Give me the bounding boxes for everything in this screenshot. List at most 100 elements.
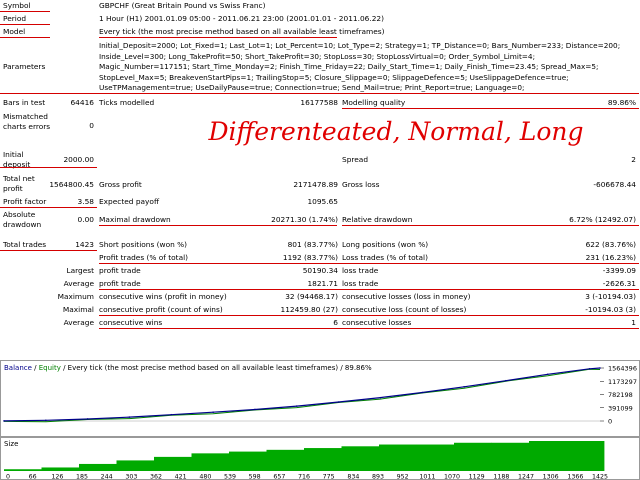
balance-series-line [3, 367, 601, 422]
maximal-profit-label: consecutive profit (count of wins) [99, 305, 223, 314]
maximum-label: Maximum [57, 292, 94, 301]
balance-chart: Balance / Equity / Every tick (the most … [0, 360, 640, 437]
size-xtick-label: 1306 [543, 474, 559, 480]
size-xtick-label: 185 [76, 474, 88, 480]
size-xtick-label: 657 [273, 474, 285, 480]
quality-value: 89.86% [607, 98, 636, 107]
net-profit-value: 1564800.45 [49, 180, 94, 189]
abs-drawdown-value: 0.00 [77, 215, 94, 224]
loss-trades-value: 231 (16.23%) [585, 253, 636, 262]
equity-legend: Equity [39, 364, 61, 372]
bars-label: Bars in test [3, 98, 46, 107]
profit-trades-value: 1192 (83.77%) [282, 253, 338, 262]
size-xtick-label: 598 [249, 474, 261, 480]
size-bar [416, 444, 455, 471]
abs-drawdown-label: Absolute drawdown [3, 210, 42, 229]
size-bar [566, 441, 605, 471]
average-loss-label: loss trade [342, 279, 379, 288]
initial-deposit-label: Initial deposit [3, 150, 31, 169]
size-bar [154, 456, 192, 471]
equity-series-line [3, 368, 601, 423]
model-underline [0, 37, 50, 38]
profit-trades-underline [99, 263, 639, 264]
rel-drawdown-underline [342, 225, 639, 226]
period-label: Period [3, 14, 27, 23]
maximal-label: Maximal [62, 305, 94, 314]
balance-point [337, 401, 340, 403]
short-pos-value: 801 (83.77%) [287, 240, 338, 249]
model-label: Model [3, 27, 26, 36]
size-xtick-label: 1129 [469, 474, 485, 480]
parameters-line: Initial_Deposit=2000; Lot_Fixed=1; Last_… [99, 41, 621, 50]
parameters-underline [0, 93, 639, 94]
balance-point [3, 420, 5, 422]
balance-point [379, 396, 382, 399]
balance-legend: Balance [4, 364, 32, 372]
total-trades-underline [0, 250, 97, 251]
mismatched-label: Mismatched charts errors [3, 112, 51, 131]
rel-drawdown-value: 6.72% (12492.07) [569, 215, 636, 224]
size-bar [4, 469, 42, 471]
size-bar [191, 453, 230, 471]
mismatched-value: 0 [89, 121, 94, 130]
parameters-label: Parameters [3, 62, 46, 71]
legend-separator: / [32, 364, 39, 372]
max-cons-wins-label: consecutive wins (profit in money) [99, 292, 227, 301]
total-trades-value: 1423 [75, 240, 94, 249]
size-xtick-label: 834 [347, 474, 359, 480]
size-xtick-label: 716 [298, 474, 310, 480]
chart-header-description: / Every tick (the most precise method ba… [61, 364, 372, 372]
balance-point [421, 391, 424, 394]
quality-underline [342, 108, 639, 109]
balance-point [588, 368, 591, 370]
size-xtick-label: 539 [224, 474, 236, 480]
profit-trades-label: Profit trades (% of total) [99, 253, 189, 262]
initial-deposit-underline [0, 167, 97, 168]
avg-cons-wins-label: consecutive wins [99, 318, 163, 327]
balance-point [128, 416, 131, 418]
size-xtick-label: 1011 [419, 474, 435, 480]
parameters-line: Magic_Number=117151; Start_Time_Monday=2… [99, 62, 599, 71]
size-xtick-label: 952 [397, 474, 409, 480]
long-pos-label: Long positions (won %) [342, 240, 429, 249]
profit-factor-value: 3.58 [77, 197, 94, 206]
model-value-underline [99, 37, 337, 38]
parameters-line: Inside_Level=300; Long_TakeProfit=50; Sh… [99, 51, 536, 61]
size-bar [341, 446, 380, 471]
size-xtick-label: 362 [150, 474, 162, 480]
profit-factor-label: Profit factor [3, 197, 47, 206]
loss-trades-label: Loss trades (% of total) [342, 253, 428, 262]
symbol-value: GBPCHF (Great Britain Pound vs Swiss Fra… [99, 1, 266, 10]
size-bar [304, 448, 342, 471]
max-cons-wins-value: 32 (94468.17) [285, 292, 338, 301]
average2-label: Average [63, 318, 94, 327]
size-xtick-label: 1070 [444, 474, 460, 480]
maximal-underline [99, 315, 639, 316]
size-xtick-label: 66 [29, 474, 37, 480]
max-drawdown-value: 20271.30 (1.74%) [271, 215, 338, 224]
balance-ytick-label: 0 [608, 418, 612, 426]
balance-point [254, 408, 256, 411]
average-loss-value: -2626.31 [602, 279, 636, 288]
net-profit-label: Total net profit [3, 174, 35, 193]
size-xtick-label: 893 [372, 474, 384, 480]
size-xtick-label: 303 [125, 474, 137, 480]
avg-cons-losses-value: 1 [631, 318, 636, 327]
size-xtick-label: 1188 [493, 474, 509, 480]
profit-factor-underline [0, 207, 97, 208]
quality-label: Modelling quality [342, 98, 406, 107]
balance-point [505, 379, 507, 382]
largest-loss-value: -3399.09 [602, 266, 636, 275]
balance-point [463, 385, 465, 388]
long-pos-value: 622 (83.76%) [585, 240, 636, 249]
max-cons-losses-label: consecutive losses (loss in money) [342, 292, 471, 301]
size-xtick-label: 480 [199, 474, 211, 480]
balance-point [86, 418, 89, 420]
size-bar [116, 460, 155, 471]
gross-profit-label: Gross profit [99, 180, 142, 189]
balance-point [546, 373, 549, 376]
max-cons-losses-value: 3 (-10194.03) [585, 292, 636, 301]
size-bar [529, 441, 567, 471]
largest-label: Largest [66, 266, 94, 275]
maximal-loss-value: -10194.03 (3) [585, 305, 636, 314]
